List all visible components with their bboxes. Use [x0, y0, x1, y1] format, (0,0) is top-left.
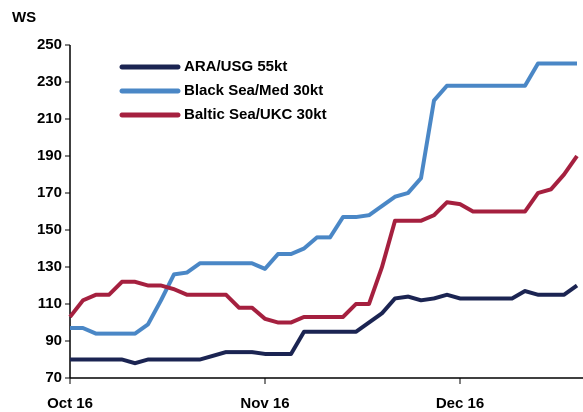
y-tick-label: 190: [37, 147, 62, 164]
line-series: [70, 61, 577, 336]
x-tick-label: Oct 16: [47, 395, 93, 412]
legend-label: ARA/USG 55kt: [184, 58, 287, 75]
line-series: [68, 154, 579, 325]
x-tick-label: Nov 16: [240, 395, 289, 412]
y-tick-label: 110: [38, 295, 62, 312]
line-series: [70, 283, 579, 366]
legend-label: Black Sea/Med 30kt: [184, 82, 323, 99]
y-tick-label: 250: [37, 36, 62, 53]
y-tick-label: 150: [37, 221, 62, 238]
legend-label: Baltic Sea/UKC 30kt: [184, 106, 327, 123]
y-axis-label: WS: [12, 9, 36, 26]
y-tick-label: 210: [37, 110, 62, 127]
y-tick-label: 90: [45, 332, 62, 349]
y-tick-label: 230: [37, 73, 62, 90]
y-tick-label: 170: [37, 184, 62, 201]
y-tick-label: 70: [45, 369, 62, 386]
x-tick-label: Dec 16: [436, 395, 484, 412]
y-tick-label: 130: [37, 258, 62, 275]
